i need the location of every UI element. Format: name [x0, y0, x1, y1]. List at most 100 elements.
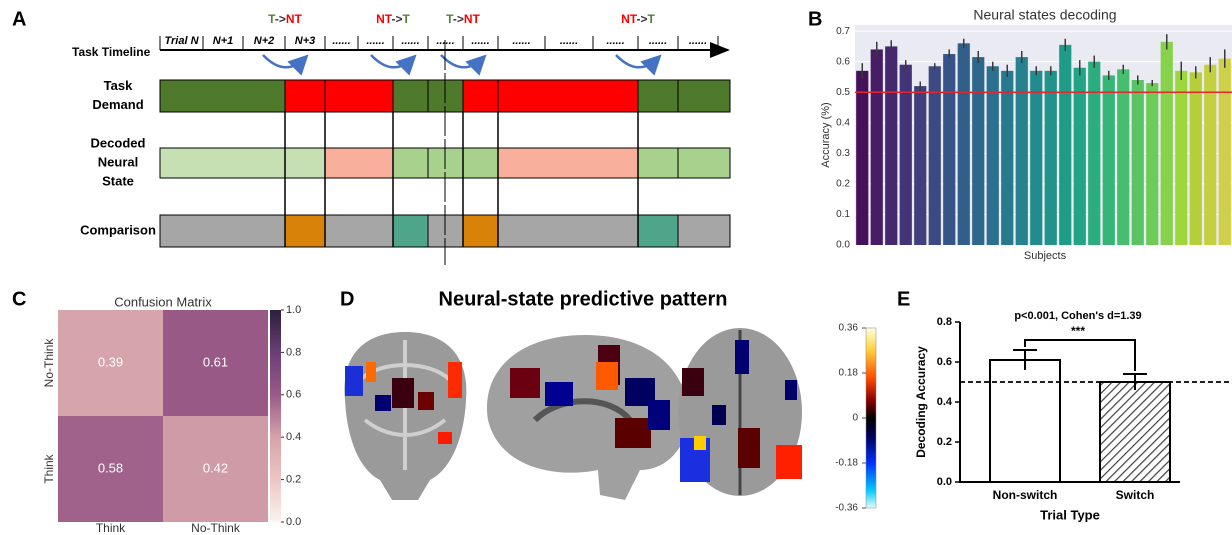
state-segment	[393, 215, 428, 247]
panel-label: A	[12, 8, 26, 30]
bar	[885, 46, 897, 245]
row-label: Task	[104, 78, 133, 93]
panel-c: Confusion Matrix0.390.610.580.42No-Think…	[42, 294, 301, 535]
activation	[738, 428, 760, 468]
activation	[694, 436, 706, 450]
y-tick-label: 0.3	[836, 148, 850, 159]
state-segment	[325, 80, 393, 112]
state-segment	[325, 215, 393, 247]
y-tick-label: 0.8	[937, 316, 952, 328]
state-segment	[160, 80, 285, 112]
bar	[929, 66, 941, 245]
switch-part: ->	[391, 12, 402, 26]
cell-label: 0.39	[98, 354, 123, 369]
trial-label: ......	[366, 35, 384, 47]
row-label: Comparison	[80, 222, 156, 237]
y-tick-label: 0.4	[836, 117, 850, 128]
activation	[735, 340, 749, 374]
y-tick-label: 0.4	[937, 396, 953, 408]
colorbar-tick-label: -0.36	[835, 503, 858, 514]
x-axis-title: Subjects	[1024, 250, 1067, 262]
state-segment	[393, 80, 428, 112]
state-segment	[463, 148, 498, 178]
trial-label: N+2	[254, 35, 275, 47]
chart-title: Neural-state predictive pattern	[439, 288, 728, 310]
row-label: No-Think	[42, 338, 56, 388]
state-segment	[160, 215, 285, 247]
activation	[345, 366, 363, 396]
bar	[1088, 62, 1100, 245]
activation	[615, 418, 651, 448]
activation	[375, 395, 391, 411]
state-segment	[393, 148, 428, 178]
y-tick-label: 0.1	[836, 209, 850, 220]
bar	[871, 49, 883, 245]
state-segment	[498, 148, 638, 178]
column-label: No-Think	[191, 521, 241, 535]
activation	[366, 362, 376, 382]
bar	[1045, 71, 1057, 245]
bar	[1001, 71, 1013, 245]
bar	[856, 71, 868, 245]
state-segment	[463, 80, 498, 112]
x-tick-label: Non-switch	[993, 488, 1058, 502]
switch-part: ->	[275, 12, 286, 26]
chart-title: Neural states decoding	[973, 7, 1116, 23]
trial-label: ......	[560, 35, 578, 47]
colorbar	[270, 310, 281, 522]
trial-label: ......	[401, 35, 419, 47]
activation	[648, 400, 670, 430]
colorbar	[866, 328, 876, 508]
row-label: Neural	[98, 154, 138, 169]
x-axis-title: Trial Type	[1040, 507, 1100, 522]
switch-label: NT->T	[376, 12, 410, 26]
trial-label: ......	[649, 35, 667, 47]
timeline-label: Task Timeline	[72, 45, 151, 59]
colorbar-tick-label: 0.0	[286, 516, 301, 528]
activation	[712, 405, 726, 425]
state-segment	[285, 148, 325, 178]
bar	[1132, 80, 1144, 245]
trial-label: ......	[332, 35, 350, 47]
switch-part: NT	[376, 12, 393, 26]
switch-part: ->	[636, 12, 647, 26]
activation	[418, 392, 434, 410]
trial-label: ......	[689, 35, 707, 47]
trial-label: ......	[471, 35, 489, 47]
switch-part: T	[403, 12, 411, 26]
row-label: State	[102, 173, 134, 188]
y-tick-label: 0.2	[836, 179, 850, 190]
switch-part: T	[648, 12, 656, 26]
colorbar-tick-label: 0.36	[839, 323, 859, 334]
bar	[1016, 57, 1028, 245]
row-label: Think	[42, 453, 56, 483]
activation	[448, 362, 462, 398]
bar	[958, 43, 970, 245]
switch-arrow	[371, 55, 413, 67]
panel-label: C	[12, 288, 26, 310]
state-segment	[160, 148, 285, 178]
state-segment	[498, 215, 638, 247]
bar	[972, 57, 984, 245]
switch-label: T->NT	[446, 12, 480, 26]
state-segment	[678, 215, 730, 247]
state-segment	[498, 80, 638, 112]
bar	[1059, 45, 1071, 245]
figure: Task TimelineTrial NN+1N+2N+3...........…	[0, 0, 1232, 535]
activation	[785, 380, 797, 400]
y-tick-label: 0.2	[937, 436, 952, 448]
state-segment	[678, 148, 730, 178]
colorbar-tick-label: 0.6	[286, 389, 301, 401]
bar	[914, 86, 926, 245]
y-tick-label: 0.7	[836, 26, 850, 37]
trial-label: N+3	[295, 35, 316, 47]
trial-label: ......	[512, 35, 530, 47]
switch-arrow	[263, 55, 305, 67]
colorbar-tick-label: 0.4	[286, 431, 301, 443]
activation	[596, 362, 618, 390]
bar	[1100, 382, 1170, 482]
switch-part: NT	[621, 12, 638, 26]
activation	[438, 432, 452, 444]
activation	[545, 382, 573, 406]
bar	[1030, 71, 1042, 245]
